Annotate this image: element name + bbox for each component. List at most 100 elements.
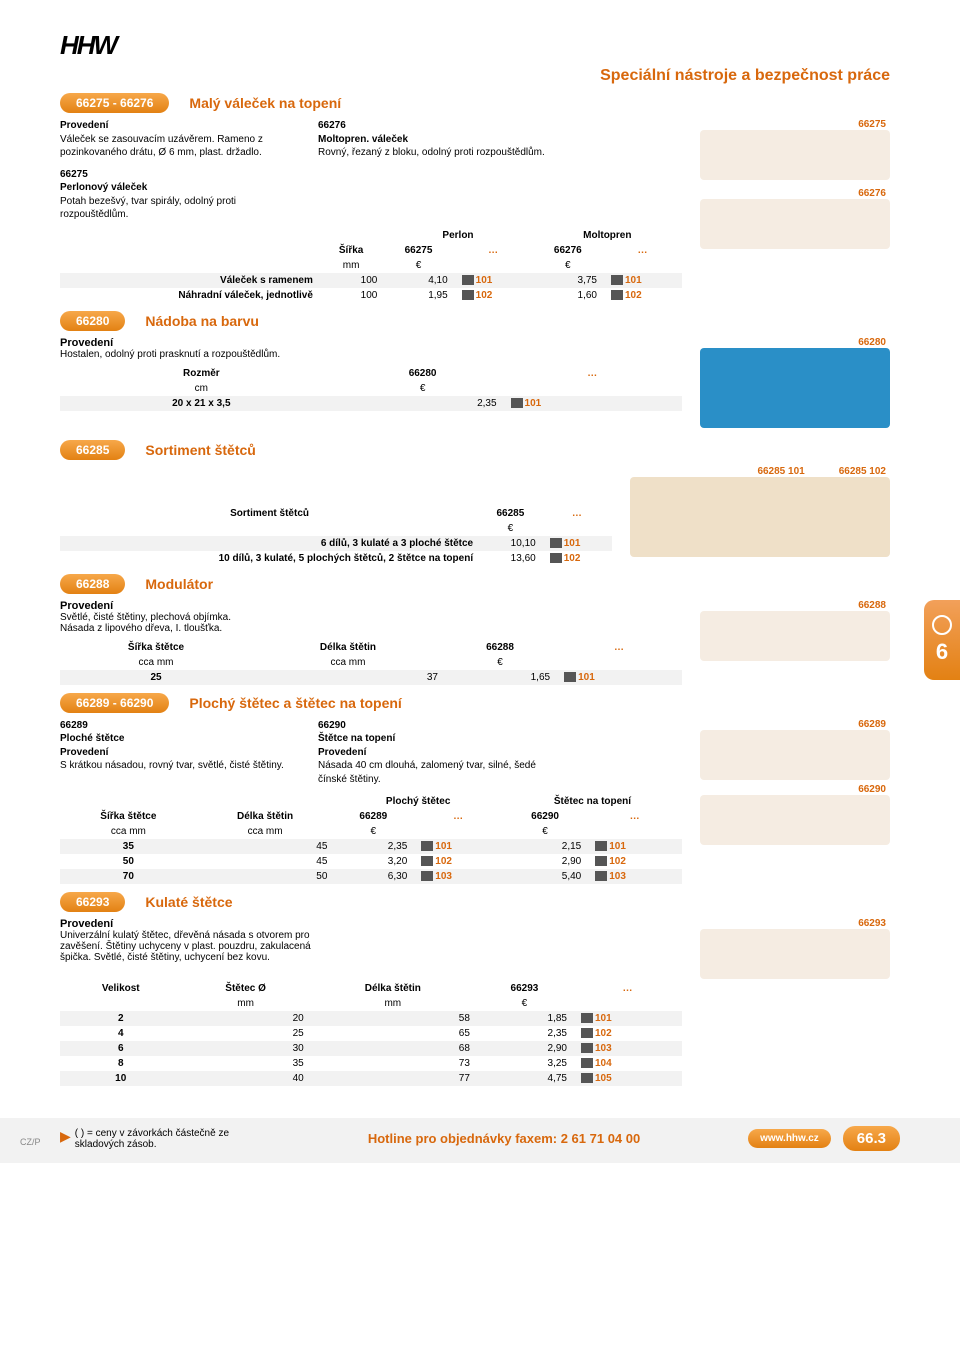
product-image-brush xyxy=(700,611,890,661)
section-header-66285: 66285 Sortiment štětců xyxy=(60,440,890,460)
pill-66280: 66280 xyxy=(60,311,125,331)
unit-eur: € xyxy=(444,655,556,670)
section-header-66288: 66288 Modulátor xyxy=(60,574,890,594)
product-image-brush-set xyxy=(630,477,890,557)
dots-icon: … xyxy=(413,809,503,824)
table-row: 630682,90103 xyxy=(60,1041,682,1056)
website-link[interactable]: www.hhw.cz xyxy=(748,1129,831,1148)
table-66288: Šířka štětce Délka štětin 66288 … cca mm… xyxy=(60,640,682,685)
chapter-number: 6 xyxy=(936,639,948,665)
col-delka: Délka štětin xyxy=(310,981,476,996)
table-row: 70 50 6,30 103 5,40 103 xyxy=(60,869,682,884)
col-delka: Délka štětin xyxy=(197,809,334,824)
unit-cm: cm xyxy=(60,381,343,396)
arrow-icon: ▶ xyxy=(60,1128,71,1145)
dots-icon: … xyxy=(556,640,682,655)
section-header-66289: 66289 - 66290 Plochý štětec a štětec na … xyxy=(60,693,890,713)
col-sortiment: Sortiment štětců xyxy=(60,506,479,521)
dots-icon: … xyxy=(542,506,612,521)
col-num: 66275 xyxy=(405,245,433,256)
stock-icon xyxy=(462,290,474,300)
title-66288: Modulátor xyxy=(145,576,213,592)
col-moltopren: Moltopren xyxy=(533,228,682,243)
stock-icon xyxy=(421,841,433,851)
desc-text: Násada 40 cm dlouhá, zalomený tvar, siln… xyxy=(318,759,548,786)
col-plochy: Plochý štětec xyxy=(333,794,503,809)
img-label: 66276 xyxy=(700,188,890,199)
stock-icon xyxy=(581,1043,593,1053)
section-header-66280: 66280 Nádoba na barvu xyxy=(60,311,890,331)
page-title: Speciální nástroje a bezpečnost práce xyxy=(60,67,890,85)
desc-text: Univerzální kulatý štětec, dřevěná násad… xyxy=(60,930,320,963)
unit-eur: € xyxy=(479,521,542,536)
title-66289: Plochý štětec a štětec na topení xyxy=(189,695,401,711)
col-rozmer: Rozměr xyxy=(60,366,343,381)
unit-eur: € xyxy=(476,996,573,1011)
desc-text: S krátkou násadou, rovný tvar, světlé, č… xyxy=(60,759,290,773)
product-image-round-brush xyxy=(700,929,890,979)
col-sirka: Šířka štětce xyxy=(60,809,197,824)
section-tab: 6 xyxy=(924,600,960,680)
table-66285: Sortiment štětců 66285 … € 6 dílů, 3 kul… xyxy=(60,506,612,566)
table-66293: Velikost Štětec Ø Délka štětin 66293 … m… xyxy=(60,981,682,1086)
desc-text: Hostalen, odolný proti prasknutí a rozpo… xyxy=(60,349,682,360)
dots-icon: … xyxy=(503,366,682,381)
title-66285: Sortiment štětců xyxy=(145,442,255,458)
catalog-page: HHW Speciální nástroje a bezpečnost prác… xyxy=(0,0,960,1106)
img-label: 66285 102 xyxy=(839,466,890,477)
region-code: CZ/P xyxy=(20,1137,41,1147)
stock-icon xyxy=(611,275,623,285)
unit-eur: € xyxy=(383,258,453,273)
table-row: 1040774,75105 xyxy=(60,1071,682,1086)
stock-icon xyxy=(550,538,562,548)
col-velikost: Velikost xyxy=(60,981,181,996)
stock-icon xyxy=(595,856,607,866)
col-num: 66289 xyxy=(333,809,413,824)
stock-icon xyxy=(550,553,562,563)
title-66275: Malý váleček na topení xyxy=(189,95,341,111)
img-label: 66285 101 xyxy=(757,466,808,477)
product-image-tray xyxy=(700,348,890,428)
page-number: 66.3 xyxy=(843,1126,900,1151)
product-image-roller xyxy=(700,130,890,180)
table-row: Náhradní váleček, jednotlivě 100 1,95 10… xyxy=(60,288,682,303)
label-66290: 66290 xyxy=(318,719,548,733)
stock-icon xyxy=(511,398,523,408)
desc-text: Potah bezešvý, tvar spirály, odolný prot… xyxy=(60,195,300,222)
label-66276: 66276 xyxy=(318,119,548,133)
unit-eur: € xyxy=(503,824,587,839)
col-perlon: Perlon xyxy=(383,228,532,243)
pill-66285: 66285 xyxy=(60,440,125,460)
desc-text: Váleček se zasouvacím uzávěrem. Rameno z… xyxy=(60,133,290,160)
img-label: 66289 xyxy=(700,719,890,730)
table-row: Váleček s ramenem 100 4,10 101 3,75 101 xyxy=(60,273,682,288)
label-provedeni: Provedení xyxy=(60,918,682,930)
col-sirka: Šířka štětce xyxy=(60,640,252,655)
product-image-radiator-brush xyxy=(700,795,890,845)
table-66280: Rozměr 66280 … cm € 20 x 21 x 3,5 2,35 1… xyxy=(60,366,682,411)
dots-icon: … xyxy=(603,243,682,258)
label-ploche: Ploché štětce xyxy=(60,732,290,746)
stock-icon xyxy=(421,856,433,866)
stock-icon xyxy=(581,1073,593,1083)
dots-icon: … xyxy=(587,809,682,824)
label-perlon: Perlonový váleček xyxy=(60,181,300,195)
label-66289: 66289 xyxy=(60,719,290,733)
table-66289: Plochý štětec Štětec na topení Šířka ště… xyxy=(60,794,682,884)
stock-icon xyxy=(462,275,474,285)
stock-icon xyxy=(564,672,576,682)
table-row: 6 dílů, 3 kulaté a 3 ploché štětce 10,10… xyxy=(60,536,612,551)
col-num: 66288 xyxy=(444,640,556,655)
col-num: 66280 xyxy=(343,366,503,381)
unit-mm: mm xyxy=(181,996,309,1011)
logo: HHW xyxy=(60,30,890,61)
product-image-roller xyxy=(700,199,890,249)
label-provedeni: Provedení xyxy=(60,337,682,349)
dots-icon: … xyxy=(573,981,682,996)
col-sirka: Šířka xyxy=(339,245,363,256)
unit-cca: cca mm xyxy=(252,655,444,670)
table-row: 835733,25104 xyxy=(60,1056,682,1071)
title-66280: Nádoba na barvu xyxy=(145,313,259,329)
img-label: 66293 xyxy=(700,918,890,929)
page-footer: ▶ ( ) = ceny v závorkách částečně ze skl… xyxy=(0,1118,960,1163)
